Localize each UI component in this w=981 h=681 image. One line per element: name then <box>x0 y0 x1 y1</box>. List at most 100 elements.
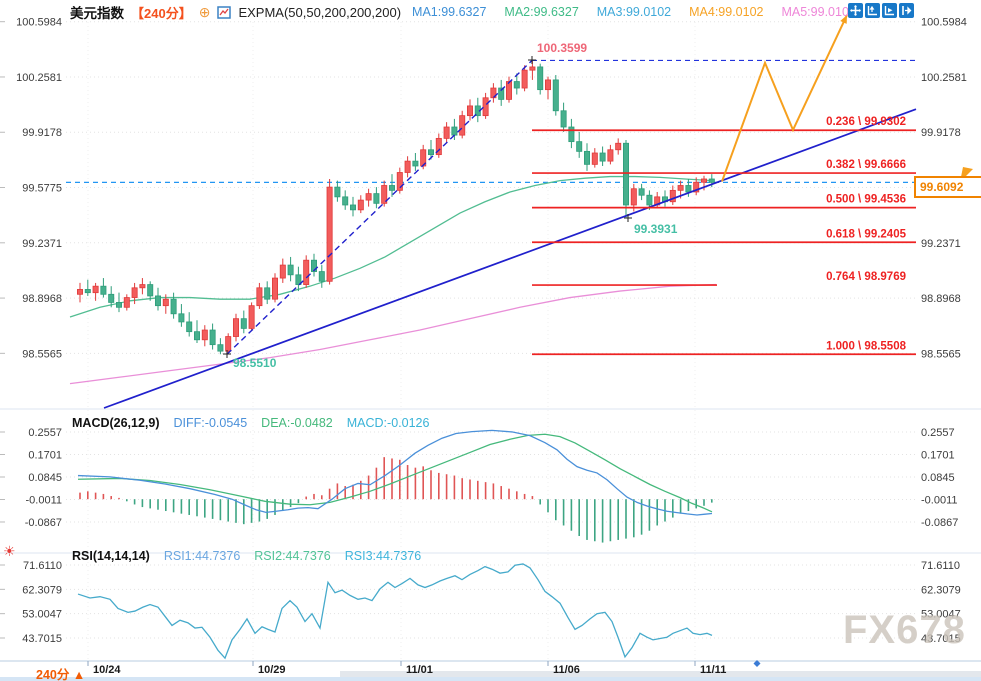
candle-body <box>646 194 653 206</box>
scrollbar-track <box>340 671 981 677</box>
candle-body <box>459 115 466 136</box>
price-annotation: 100.3599 <box>537 41 587 55</box>
candle-body <box>240 318 247 329</box>
candle-body <box>685 185 692 193</box>
candle-body <box>505 81 512 100</box>
candle-body <box>287 264 294 276</box>
macd-value-chip: DEA:-0.0482 <box>261 416 333 430</box>
candle-body <box>498 87 505 100</box>
x-axis-label: 11/06 <box>553 664 580 676</box>
timeframe-selector[interactable]: 240分 ▲ <box>36 668 86 681</box>
cross-marker <box>223 350 231 358</box>
macd-axis-label: -0.0867 <box>25 517 62 529</box>
x-axis-label: 10/29 <box>258 664 286 676</box>
candle-body <box>427 149 434 156</box>
candle-body <box>412 160 419 167</box>
axis-indicator-icon[interactable] <box>882 3 897 18</box>
exit-page-icon[interactable] <box>899 3 914 18</box>
rsi-axis-label: 43.7015 <box>22 633 62 645</box>
rsi-axis-label-right: 71.6110 <box>921 560 960 572</box>
candle-body <box>630 188 637 206</box>
chart-toolbar <box>848 3 914 18</box>
rsi-axis-label: 71.6110 <box>23 560 62 572</box>
cross-marker <box>624 214 632 222</box>
rsi-value-chip: RSI1:44.7376 <box>163 549 241 563</box>
candle-body <box>225 336 232 352</box>
cross-marker <box>528 56 536 64</box>
add-indicator-icon[interactable]: ⊕ <box>198 3 211 20</box>
ma-slow-line <box>69 283 717 385</box>
macd-axis-label-right: -0.0867 <box>921 517 958 529</box>
candle-body <box>537 66 544 91</box>
macd-axis-label: -0.0011 <box>26 494 63 506</box>
price-axis-label-right: 100.5984 <box>921 17 967 29</box>
candle-body <box>170 298 177 315</box>
period-label[interactable]: 【240分】 <box>131 5 192 21</box>
rsi-value-chip: RSI3:44.7376 <box>344 549 422 563</box>
rsi-axis-label: 62.3079 <box>22 584 62 596</box>
candle-body <box>466 105 473 117</box>
fib-baseline <box>226 59 533 355</box>
candle-body <box>162 298 169 307</box>
candle-body <box>365 193 372 201</box>
fib-label: 1.000 \ 98.5508 <box>826 340 907 352</box>
candle-body <box>693 181 700 193</box>
macd-axis-label: 0.0845 <box>28 472 62 484</box>
axis-scale-icon[interactable] <box>865 3 880 18</box>
candle-body <box>638 188 645 196</box>
price-axis-label-right: 99.2371 <box>921 238 961 250</box>
ma-value-chip: MA3:99.0102 <box>596 5 672 19</box>
candle-body <box>108 293 115 303</box>
ma-fast-line <box>69 175 713 318</box>
macd-axis-label-right: 0.0845 <box>921 472 955 484</box>
ma-value-chip: MA1:99.6327 <box>412 5 487 19</box>
rsi-title: RSI(14,14,14) <box>72 549 150 563</box>
x-axis-label: 11/11 <box>700 664 726 676</box>
macd-axis-label-right: -0.0011 <box>921 494 958 506</box>
candle-body <box>451 126 458 136</box>
current-price-badge: 99.6092 <box>914 176 981 198</box>
rsi-axis-label-right: 62.3079 <box>921 584 961 596</box>
macd-value-chip: MACD:-0.0126 <box>346 416 430 430</box>
rsi-axis-label: 53.0047 <box>22 609 62 621</box>
macd-axis-label-right: 0.2557 <box>921 427 955 439</box>
rsi-axis-label-right: 43.7015 <box>921 633 961 645</box>
macd-diff-line <box>77 429 713 516</box>
candle-body <box>490 87 497 99</box>
macd-axis-label: 0.1701 <box>28 449 62 461</box>
time-marker-icon <box>753 660 761 667</box>
macd-dea-line <box>77 433 713 513</box>
candle-body <box>677 185 684 191</box>
chart-header: 美元指数 【240分】 ⊕ EXPMA(50,50,200,200,200) M… <box>70 2 856 22</box>
candle-body <box>404 160 411 173</box>
candle-body <box>552 79 559 112</box>
x-axis-label: 11/01 <box>406 664 433 676</box>
price-axis-label: 100.5984 <box>16 17 62 29</box>
candle-body <box>123 297 130 308</box>
forecast-arrow <box>721 14 848 182</box>
macd-header: MACD(26,12,9) DIFF:-0.0545 DEA:-0.0482 MAC… <box>72 416 429 430</box>
candle-body <box>84 289 91 294</box>
alert-sun-icon[interactable]: ☀ <box>3 543 16 559</box>
fib-label: 0.618 \ 99.2405 <box>826 228 907 240</box>
candle-body <box>248 305 255 329</box>
candle-body <box>623 142 630 206</box>
candle-body <box>100 285 107 295</box>
candle-body <box>295 274 302 285</box>
candle-body <box>131 287 138 298</box>
rsi-header: RSI(14,14,14) RSI1:44.7376 RSI2:44.7376 RS… <box>72 549 421 563</box>
chart-type-icon[interactable] <box>217 5 232 19</box>
pan-crosshair-icon[interactable] <box>848 3 863 18</box>
candle-body <box>193 331 200 341</box>
candle-body <box>669 189 676 203</box>
candle-body <box>388 185 395 191</box>
candle-body <box>186 321 193 333</box>
price-axis-label-right: 99.9178 <box>921 127 961 139</box>
price-axis-label: 100.2581 <box>16 72 62 84</box>
ma-value-chip: MA2:99.6327 <box>504 5 579 19</box>
candle-body <box>139 284 146 289</box>
x-axis-label: 10/24 <box>93 664 121 676</box>
candle-body <box>303 259 310 285</box>
